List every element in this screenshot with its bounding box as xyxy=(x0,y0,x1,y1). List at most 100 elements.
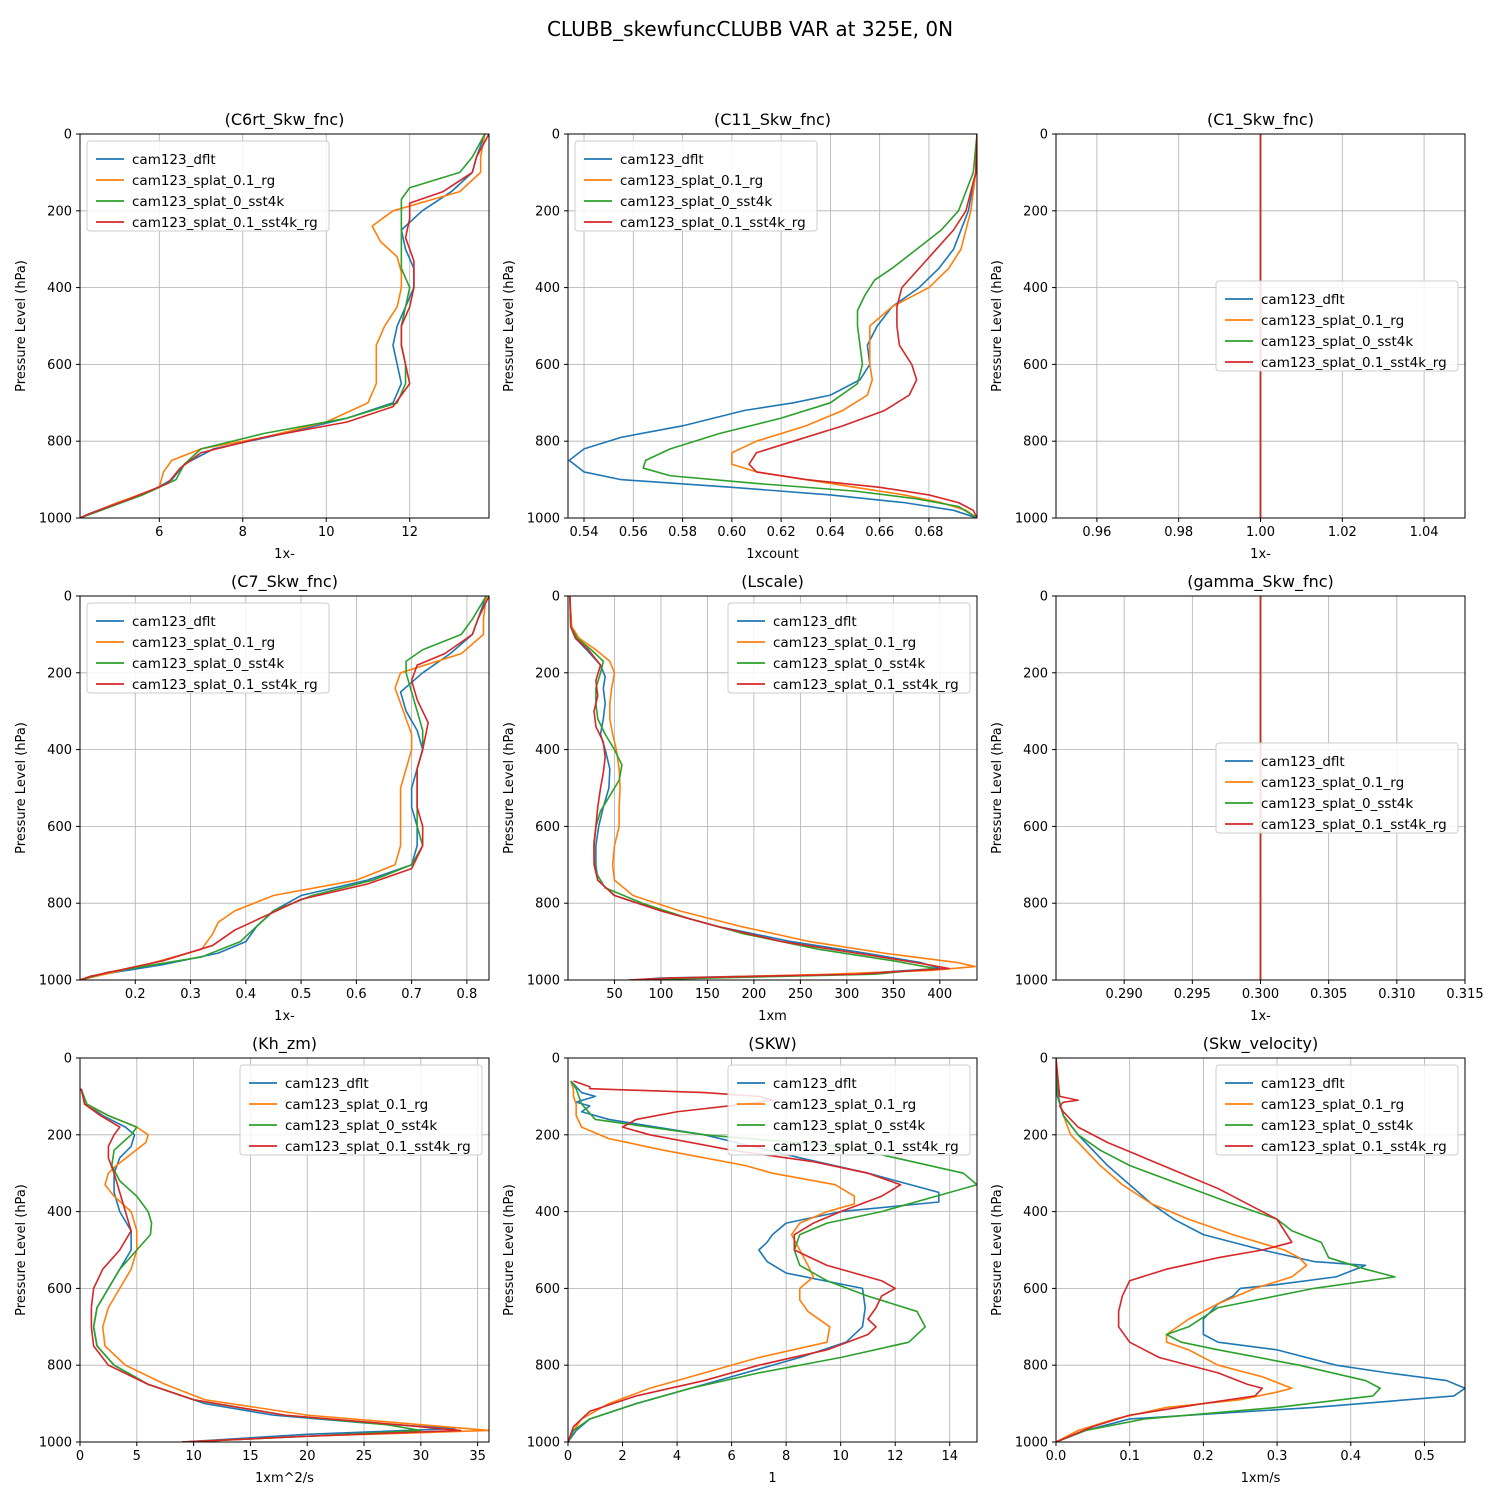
y-axis-label: Pressure Level (hPa) xyxy=(14,722,29,854)
legend-label: cam123_splat_0.1_sst4k_rg xyxy=(773,1139,959,1155)
series-line-3 xyxy=(748,134,977,518)
x-tick-label: 10 xyxy=(185,1449,202,1464)
series-line-2 xyxy=(1056,1058,1396,1442)
legend-label: cam123_splat_0.1_sst4k_rg xyxy=(1261,355,1447,371)
series-line-0 xyxy=(80,596,487,980)
legend-box xyxy=(1215,280,1459,372)
legend-label: cam123_splat_0_sst4k xyxy=(132,656,284,672)
x-tick-label: 1.02 xyxy=(1328,525,1357,540)
x-tick-label: 400 xyxy=(927,987,952,1002)
x-tick-label: 0.6 xyxy=(346,987,367,1002)
legend-label: cam123_splat_0.1_sst4k_rg xyxy=(620,215,806,231)
axes-frame xyxy=(1055,1057,1466,1443)
legend: cam123_dflt cam123_splat_0.1_rg cam123_spl… xyxy=(574,140,818,232)
x-tick-label: 0.8 xyxy=(457,987,478,1002)
subplot-title: (C1_Skw_fnc) xyxy=(1207,110,1314,130)
legend-box xyxy=(727,602,971,694)
x-tick-label: 0.315 xyxy=(1446,987,1483,1002)
subplot-title: (gamma_Skw_fnc) xyxy=(1187,572,1334,592)
x-axis-label: 1x- xyxy=(274,1009,295,1024)
x-tick-label: 0.60 xyxy=(717,525,746,540)
legend-label: cam123_dflt xyxy=(1261,754,1345,770)
x-tick-label: 0 xyxy=(76,1449,84,1464)
legend-label: cam123_splat_0.1_rg xyxy=(1261,775,1404,791)
subplot-title: (Skw_velocity) xyxy=(1203,1034,1319,1054)
subplot-title: (SKW) xyxy=(748,1034,796,1053)
x-tick-label: 1.00 xyxy=(1246,525,1275,540)
x-tick-label: 0.54 xyxy=(570,525,599,540)
y-tick-label: 1000 xyxy=(1015,1436,1048,1451)
x-axis-label: 1xm/s xyxy=(1241,1471,1281,1486)
series-line-1 xyxy=(80,134,486,518)
legend-label: cam123_splat_0_sst4k xyxy=(773,656,925,672)
legend: cam123_dflt cam123_splat_0.1_rg cam123_spl… xyxy=(727,602,971,694)
y-tick-label: 200 xyxy=(47,666,72,681)
series-line-3 xyxy=(569,596,950,980)
y-tick-label: 400 xyxy=(47,743,72,758)
y-tick-label: 200 xyxy=(1023,666,1048,681)
x-tick-label: 15 xyxy=(242,1449,259,1464)
y-tick-label: 400 xyxy=(535,281,560,296)
y-tick-label: 800 xyxy=(47,897,72,912)
series-line-3 xyxy=(1056,1058,1293,1442)
series-line-1 xyxy=(80,596,488,980)
x-tick-label: 0.64 xyxy=(816,525,845,540)
x-tick-label: 0 xyxy=(564,1449,572,1464)
legend-box xyxy=(1215,742,1459,834)
y-axis-label: Pressure Level (hPa) xyxy=(502,1184,517,1316)
series-line-3 xyxy=(80,596,489,980)
series-line-0 xyxy=(569,596,941,980)
y-tick-label: 400 xyxy=(1023,281,1048,296)
x-axis-label: 1 xyxy=(768,1471,776,1486)
y-tick-label: 200 xyxy=(47,204,72,219)
x-tick-label: 5 xyxy=(133,1449,141,1464)
y-tick-label: 0 xyxy=(64,590,72,605)
subplot-title: (Lscale) xyxy=(741,572,804,591)
legend-label: cam123_splat_0.1_rg xyxy=(1261,1097,1404,1113)
y-tick-label: 600 xyxy=(1023,820,1048,835)
subplot-3: 0.2 0.3 0.4 0.5 0.6 0.7 0.8 0 200 400 600 800 1000 (C… xyxy=(14,572,490,1024)
y-tick-label: 200 xyxy=(535,666,560,681)
legend: cam123_dflt cam123_splat_0.1_rg cam123_spl… xyxy=(1215,280,1459,372)
legend-label: cam123_splat_0.1_rg xyxy=(773,635,916,651)
x-tick-label: 12 xyxy=(401,525,418,540)
y-axis-label: Pressure Level (hPa) xyxy=(990,1184,1005,1316)
legend-label: cam123_splat_0.1_sst4k_rg xyxy=(1261,1139,1447,1155)
legend-label: cam123_splat_0.1_rg xyxy=(1261,313,1404,329)
legend-label: cam123_dflt xyxy=(1261,1076,1345,1092)
subplot-4: 50 100 150 200 250 300 350 400 0 200 400 600 800 1000… xyxy=(502,572,978,1024)
series-line-2 xyxy=(642,134,977,518)
subplot-2: 0.96 0.98 1.00 1.02 1.04 0 200 400 600 800 1000 (C1… xyxy=(990,110,1466,562)
legend-label: cam123_dflt xyxy=(773,1076,857,1092)
y-tick-label: 600 xyxy=(47,358,72,373)
axes-frame xyxy=(79,595,490,981)
legend: cam123_dflt cam123_splat_0.1_rg cam123_spl… xyxy=(86,602,330,694)
axes-frame xyxy=(567,1057,978,1443)
legend: cam123_dflt cam123_splat_0.1_rg cam123_spl… xyxy=(1215,742,1459,834)
y-tick-label: 1000 xyxy=(39,512,72,527)
x-tick-label: 2 xyxy=(618,1449,626,1464)
series-line-3 xyxy=(80,134,489,518)
x-tick-label: 0.310 xyxy=(1378,987,1415,1002)
legend-label: cam123_splat_0.1_sst4k_rg xyxy=(132,215,318,231)
x-axis-label: 1xm^2/s xyxy=(255,1471,314,1486)
y-tick-label: 800 xyxy=(535,1359,560,1374)
legend-label: cam123_dflt xyxy=(620,152,704,168)
y-tick-label: 0 xyxy=(1040,1052,1048,1067)
y-tick-label: 800 xyxy=(535,435,560,450)
x-tick-label: 20 xyxy=(299,1449,316,1464)
x-tick-label: 8 xyxy=(782,1449,790,1464)
x-tick-label: 12 xyxy=(887,1449,904,1464)
legend-label: cam123_splat_0.1_rg xyxy=(132,173,275,189)
y-tick-label: 0 xyxy=(64,1052,72,1067)
y-tick-label: 1000 xyxy=(1015,974,1048,989)
y-tick-label: 200 xyxy=(47,1128,72,1143)
legend-label: cam123_splat_0_sst4k xyxy=(773,1118,925,1134)
legend-label: cam123_splat_0.1_sst4k_rg xyxy=(285,1139,471,1155)
x-tick-label: 0.4 xyxy=(235,987,256,1002)
x-tick-label: 1.04 xyxy=(1410,525,1439,540)
y-tick-label: 1000 xyxy=(527,1436,560,1451)
y-tick-label: 800 xyxy=(1023,1359,1048,1374)
y-tick-label: 0 xyxy=(552,590,560,605)
